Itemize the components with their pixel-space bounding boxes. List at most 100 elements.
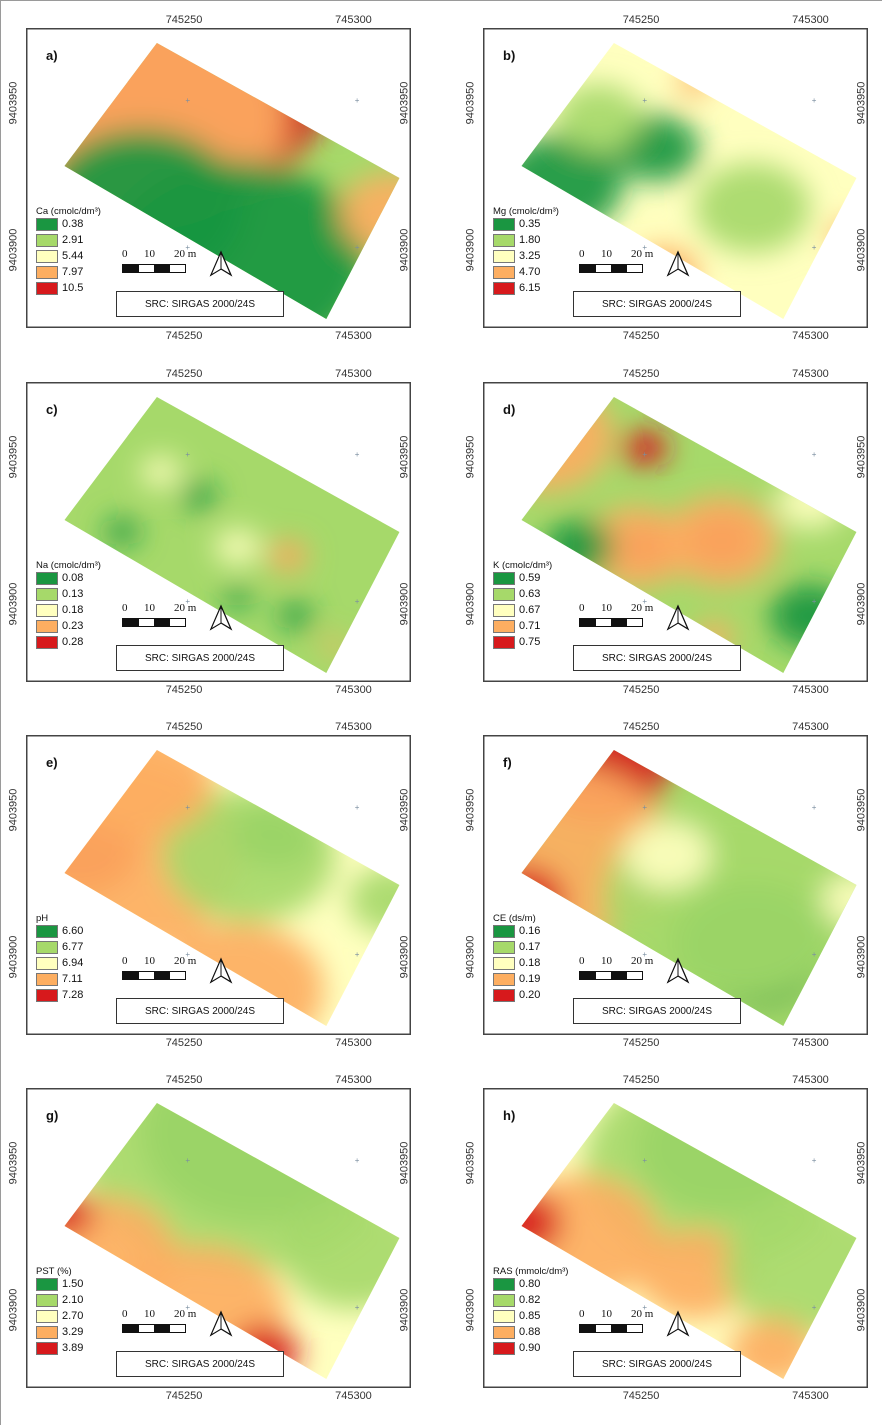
- svg-text:+: +: [355, 1156, 360, 1165]
- legend-value: 2.70: [62, 1310, 84, 1322]
- y-tick-left: 9403950: [7, 81, 20, 125]
- legend-value: 2.10: [62, 1294, 84, 1306]
- legend-swatch: [493, 604, 515, 617]
- scale-bar: [579, 618, 643, 627]
- y-tick-left: 9403900: [7, 1288, 20, 1332]
- svg-text:+: +: [185, 450, 190, 459]
- legend-title: Mg (cmolc/dm³): [493, 206, 559, 217]
- legend-swatch: [36, 1294, 58, 1307]
- legend-value: 0.19: [519, 973, 541, 985]
- svg-text:+: +: [355, 96, 360, 105]
- legend-value: 0.16: [519, 925, 541, 937]
- legend-value: 0.59: [519, 572, 541, 584]
- legend-value: 0.13: [62, 588, 84, 600]
- scale-label-mid: 10: [601, 248, 612, 260]
- scale-label-mid: 10: [601, 602, 612, 614]
- legend-value: 0.80: [519, 1278, 541, 1290]
- scale-label-mid: 10: [144, 955, 155, 967]
- legend-value: 0.38: [62, 218, 84, 230]
- legend-swatch: [493, 1310, 515, 1323]
- y-tick-left: 9403900: [464, 935, 477, 979]
- scale-label-zero: 0: [122, 248, 128, 260]
- y-tick-right: 9403900: [398, 1288, 411, 1332]
- panel-label: a): [46, 48, 58, 63]
- svg-text:+: +: [185, 803, 190, 812]
- x-tick-top: 745300: [335, 14, 372, 26]
- y-tick-right: 9403950: [855, 81, 868, 125]
- svg-text:+: +: [355, 1303, 360, 1312]
- svg-text:+: +: [812, 450, 817, 459]
- svg-text:+: +: [812, 1303, 817, 1312]
- legend-swatch: [36, 973, 58, 986]
- x-tick-top: 745250: [622, 1074, 660, 1086]
- crs-label: SRC: SIRGAS 2000/24S: [116, 645, 284, 671]
- legend-swatch: [36, 588, 58, 601]
- svg-text:+: +: [355, 243, 360, 252]
- legend-value: 0.17: [519, 941, 541, 953]
- svg-text:+: +: [355, 450, 360, 459]
- y-tick-left: 9403900: [464, 582, 477, 626]
- legend-swatch: [36, 941, 58, 954]
- x-tick-bottom: 745250: [165, 1390, 203, 1402]
- y-tick-right: 9403900: [855, 582, 868, 626]
- north-arrow-icon: [208, 604, 234, 637]
- map-panel-a: + + + +: [26, 28, 411, 328]
- x-tick-bottom: 745300: [792, 684, 829, 696]
- svg-text:+: +: [642, 950, 647, 959]
- legend-swatch: [36, 957, 58, 970]
- y-tick-right: 9403950: [855, 1141, 868, 1185]
- legend-swatch: [493, 572, 515, 585]
- x-tick-bottom: 745300: [792, 1037, 829, 1049]
- scale-label-zero: 0: [579, 602, 585, 614]
- map-panel-g: + + + +: [26, 1088, 411, 1388]
- x-tick-top: 745250: [622, 14, 660, 26]
- y-tick-right: 9403900: [855, 228, 868, 272]
- y-tick-right: 9403900: [855, 1288, 868, 1332]
- panel-label: g): [46, 1108, 59, 1123]
- legend-title: RAS (mmolc/dm³): [493, 1266, 569, 1277]
- legend-title: K (cmolc/dm³): [493, 560, 553, 571]
- raster-map-a: + + + +: [26, 28, 411, 328]
- svg-text:+: +: [642, 1303, 647, 1312]
- x-tick-top: 745300: [335, 721, 372, 733]
- svg-text:+: +: [642, 243, 647, 252]
- y-tick-left: 9403950: [464, 788, 477, 832]
- map-panel-d: + + + +: [483, 382, 868, 682]
- legend-swatch: [493, 250, 515, 263]
- legend-value: 0.90: [519, 1342, 541, 1354]
- y-tick-left: 9403900: [7, 935, 20, 979]
- raster-map-c: + + + +: [26, 382, 411, 682]
- x-tick-top: 745300: [335, 1074, 372, 1086]
- scale-label-end: 20 m: [631, 1308, 654, 1320]
- scale-label-zero: 0: [579, 1308, 585, 1320]
- legend-title: PST (%): [36, 1266, 72, 1277]
- north-arrow-icon: [208, 250, 234, 283]
- scale-label-zero: 0: [579, 248, 585, 260]
- svg-text:+: +: [812, 243, 817, 252]
- scale-label-mid: 10: [144, 248, 155, 260]
- y-tick-right: 9403900: [855, 935, 868, 979]
- legend-swatch: [36, 620, 58, 633]
- raster-map-h: + + + +: [483, 1088, 868, 1388]
- legend-swatch: [36, 925, 58, 938]
- y-tick-left: 9403950: [464, 1141, 477, 1185]
- legend-swatch: [493, 973, 515, 986]
- north-arrow-icon: [208, 957, 234, 990]
- legend-value: 0.75: [519, 636, 541, 648]
- scale-label-end: 20 m: [631, 248, 654, 260]
- crs-label: SRC: SIRGAS 2000/24S: [573, 998, 741, 1024]
- legend-value: 6.60: [62, 925, 84, 937]
- legend-swatch: [493, 266, 515, 279]
- scale-label-end: 20 m: [174, 602, 197, 614]
- north-arrow-icon: [665, 1310, 691, 1343]
- legend-swatch: [493, 1278, 515, 1291]
- x-tick-bottom: 745250: [622, 1390, 660, 1402]
- crs-label: SRC: SIRGAS 2000/24S: [573, 645, 741, 671]
- raster-map-d: + + + +: [483, 382, 868, 682]
- panel-label: b): [503, 48, 516, 63]
- y-tick-right: 9403900: [398, 228, 411, 272]
- legend-swatch: [36, 1326, 58, 1339]
- svg-text:+: +: [185, 950, 190, 959]
- svg-text:+: +: [185, 96, 190, 105]
- raster-map-e: + + + +: [26, 735, 411, 1035]
